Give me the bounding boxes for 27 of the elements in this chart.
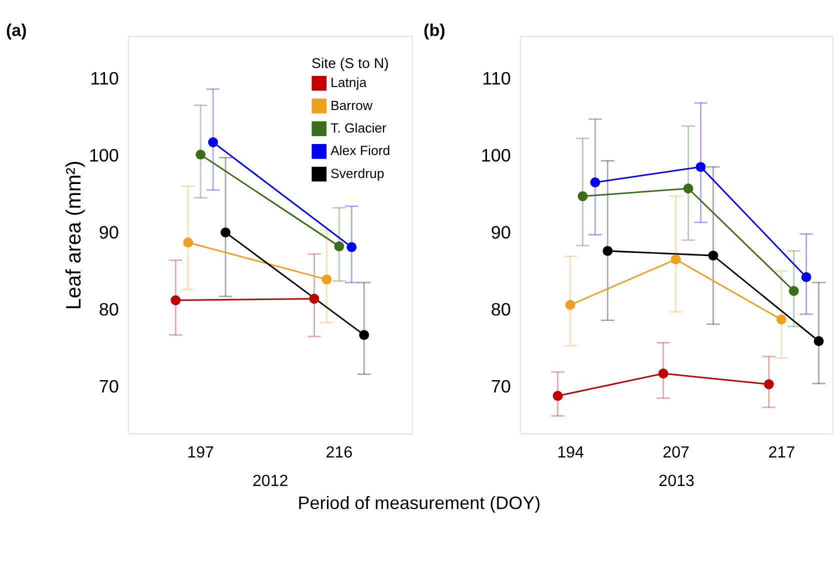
- y-tick-label: 110: [482, 68, 511, 88]
- x-tick-label: 216: [326, 444, 353, 462]
- y-tick-label: 70: [98, 376, 119, 397]
- y-tick-label: 100: [88, 146, 119, 166]
- y-tick-label: 80: [98, 300, 119, 320]
- x-axis-title: 2013: [658, 472, 694, 490]
- y-axis-title: Leaf area (mm²): [62, 160, 86, 310]
- x-tick-label: 197: [187, 444, 214, 462]
- legend-label: Barrow: [330, 98, 373, 113]
- x-axis-title: 2012: [252, 472, 288, 490]
- y-tick-label: 80: [490, 300, 511, 320]
- chart-title: (b): [424, 20, 446, 40]
- x-tick-label: 194: [557, 444, 584, 462]
- legend-label: Sverdrup: [330, 166, 384, 181]
- x-tick-label: 217: [768, 444, 796, 462]
- y-tick-label: 110: [90, 68, 119, 88]
- y-tick-label: 70: [490, 376, 511, 397]
- chart-title: (a): [6, 20, 27, 40]
- legend-title: Site (S to N): [312, 56, 389, 72]
- legend-label: Alex Fiord: [330, 143, 390, 158]
- text: Period of measurement (DOY): [298, 492, 541, 513]
- y-tick-label: 90: [98, 222, 119, 243]
- legend-label: Latnja: [330, 75, 368, 90]
- x-tick-label: 207: [662, 444, 690, 462]
- y-tick-label: 100: [480, 146, 511, 166]
- y-tick-label: 90: [490, 222, 511, 243]
- legend-label: T. Glacier: [330, 120, 388, 136]
